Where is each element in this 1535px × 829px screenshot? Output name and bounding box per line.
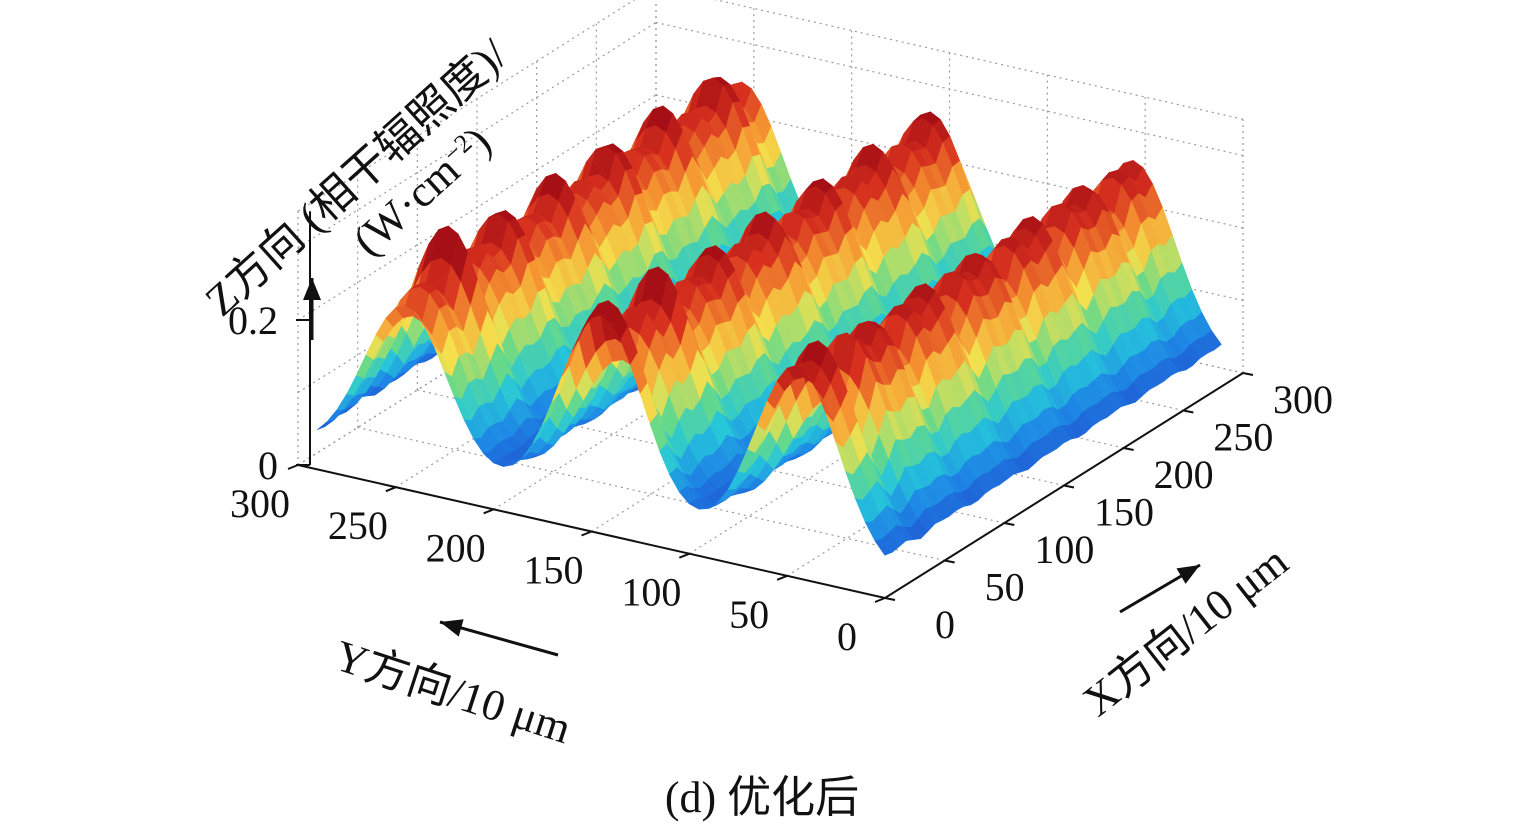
x-tick-label: 200 <box>1154 452 1214 497</box>
z-tick-label: 0.2 <box>228 298 278 343</box>
x-tick-label: 300 <box>1273 377 1333 422</box>
x-tick-mark <box>1123 447 1134 451</box>
y-tick-mark <box>874 597 886 603</box>
y-tick-mark <box>483 508 495 515</box>
x-tick-label: 50 <box>985 565 1025 610</box>
x-tick-label: 100 <box>1034 527 1094 572</box>
y-tick-label: 250 <box>328 503 388 548</box>
surface-facet <box>317 419 335 430</box>
z-direction-arrow-head <box>303 278 321 300</box>
y-tick-label: 0 <box>837 614 857 659</box>
y-direction-arrow-head <box>440 619 464 637</box>
irradiance-surface <box>317 76 1222 556</box>
y-tick-label: 100 <box>621 570 681 615</box>
grid-line <box>357 426 945 562</box>
figure-caption: (d) 优化后 <box>665 773 859 822</box>
y-tick-mark <box>678 552 690 559</box>
x-tick-mark <box>884 597 896 601</box>
x-tick-label: 0 <box>935 602 955 647</box>
y-tick-mark <box>385 486 397 493</box>
y-tick-label: 300 <box>230 481 290 526</box>
x-tick-label: 250 <box>1213 415 1273 460</box>
x-direction-arrow-head <box>1176 565 1200 584</box>
y-tick-label: 200 <box>426 525 486 570</box>
x-tick-label: 150 <box>1094 490 1154 535</box>
surface-facet <box>874 538 893 556</box>
x-tick-mark <box>1242 372 1254 376</box>
y-tick-label: 150 <box>524 548 584 593</box>
y-tick-mark <box>581 530 592 537</box>
x-tick-mark <box>1183 409 1194 414</box>
x-tick-mark <box>944 559 955 564</box>
z-tick-label: 0 <box>258 443 278 488</box>
x-tick-mark <box>1004 522 1015 526</box>
x-axis-label: X方向/10 μm <box>1074 537 1297 726</box>
y-tick-mark <box>776 574 788 581</box>
surface-facet <box>326 408 345 423</box>
y-tick-label: 50 <box>729 592 769 637</box>
x-tick-mark <box>1063 484 1075 489</box>
